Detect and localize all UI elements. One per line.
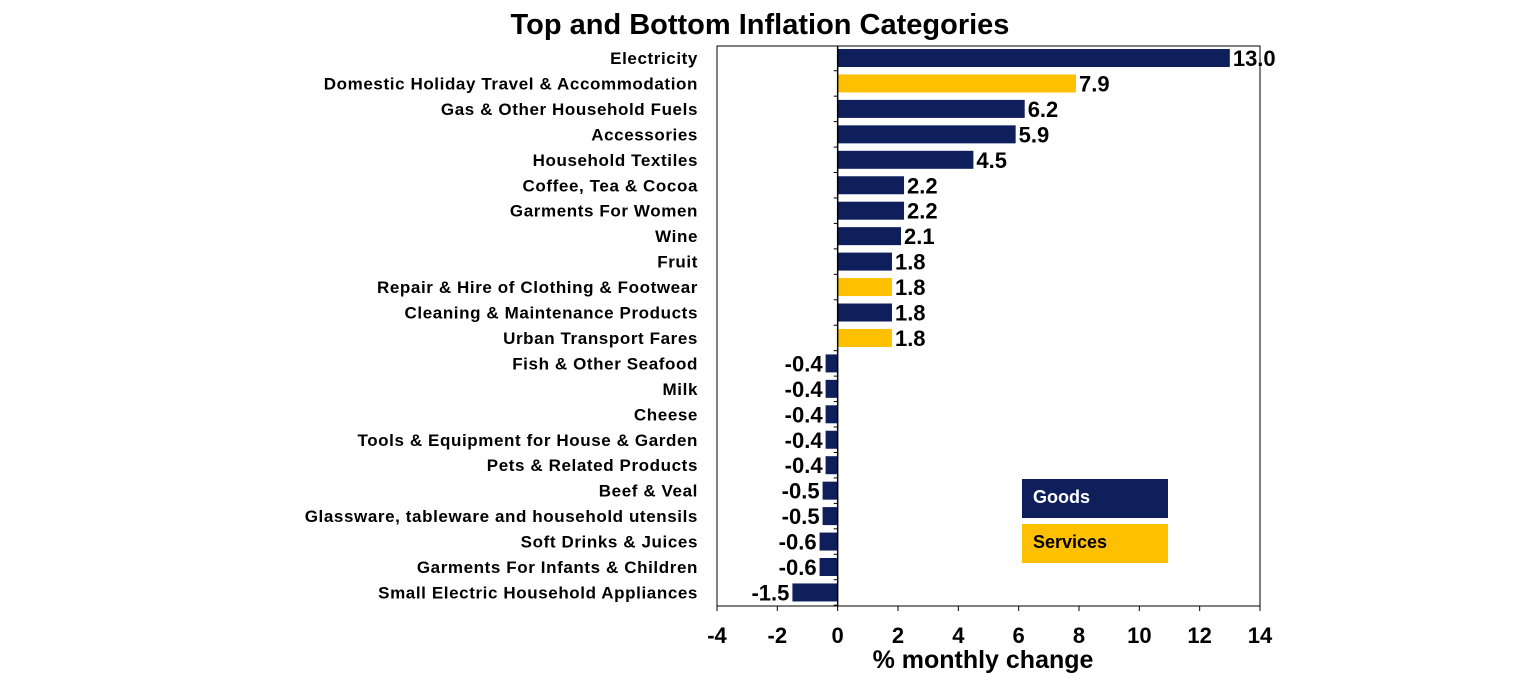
bar-gas-other-household-fuels: [837, 99, 1025, 118]
data-label-household-textiles: 4.5: [976, 148, 1007, 173]
bar-cheese: [825, 405, 838, 424]
category-label-cheese: Cheese: [634, 405, 698, 424]
data-label-repair-hire-of-clothing-footwear: 1.8: [895, 275, 926, 300]
data-label-small-electric-household-appliances: -1.5: [751, 580, 789, 605]
bar-garments-for-infants-children: [819, 558, 838, 576]
data-label-pets-related-products: -0.4: [785, 453, 824, 478]
bar-domestic-holiday-travel-accommodation: [837, 74, 1076, 93]
bar-urban-transport-fares: [837, 328, 892, 347]
bar-milk: [825, 379, 838, 398]
category-label-glassware-tableware-and-household-utensils: Glassware, tableware and household utens…: [305, 507, 698, 526]
bar-coffee-tea-cocoa: [837, 176, 905, 195]
data-label-garments-for-infants-children: -0.6: [779, 555, 817, 580]
x-tick-label: 10: [1127, 623, 1151, 648]
data-label-cheese: -0.4: [785, 402, 824, 427]
legend-label-goods: Goods: [1033, 487, 1090, 507]
x-tick-label: 0: [832, 623, 844, 648]
category-label-domestic-holiday-travel-accommodation: Domestic Holiday Travel & Accommodation: [324, 74, 698, 93]
x-axis-label: % monthly change: [873, 646, 1094, 674]
legend-swatch-services: [1022, 524, 1168, 563]
bar-fruit: [837, 252, 892, 271]
category-label-repair-hire-of-clothing-footwear: Repair & Hire of Clothing & Footwear: [377, 278, 698, 297]
data-label-wine: 2.1: [904, 224, 935, 249]
category-label-soft-drinks-juices: Soft Drinks & Juices: [521, 533, 698, 552]
data-label-gas-other-household-fuels: 6.2: [1028, 97, 1059, 122]
data-label-glassware-tableware-and-household-utensils: -0.5: [782, 504, 820, 529]
category-label-cleaning-maintenance-products: Cleaning & Maintenance Products: [405, 304, 698, 323]
x-tick-label: -2: [768, 623, 788, 648]
category-label-urban-transport-fares: Urban Transport Fares: [503, 329, 698, 348]
bar-small-electric-household-appliances: [792, 583, 838, 602]
data-label-fruit: 1.8: [895, 250, 926, 275]
category-label-wine: Wine: [655, 227, 698, 246]
bar-soft-drinks-juices: [819, 532, 838, 551]
x-tick-label: -4: [707, 623, 727, 648]
category-label-electricity: Electricity: [610, 49, 698, 68]
data-label-fish-other-seafood: -0.4: [785, 351, 824, 376]
category-label-fruit: Fruit: [657, 253, 698, 272]
category-label-garments-for-women: Garments For Women: [510, 202, 698, 221]
x-tick-label: 12: [1187, 623, 1211, 648]
data-label-tools-equipment-for-house-garden: -0.4: [785, 428, 824, 453]
bar-glassware-tableware-and-household-utensils: [822, 507, 838, 526]
category-label-small-electric-household-appliances: Small Electric Household Appliances: [378, 583, 698, 602]
data-label-milk: -0.4: [785, 377, 824, 402]
chart-title: Top and Bottom Inflation Categories: [511, 9, 1010, 41]
category-label-tools-equipment-for-house-garden: Tools & Equipment for House & Garden: [357, 431, 698, 450]
x-tick-label: 4: [952, 623, 965, 648]
data-label-accessories: 5.9: [1019, 122, 1050, 147]
legend-label-services: Services: [1033, 532, 1107, 552]
x-tick-label: 6: [1013, 623, 1025, 648]
data-label-beef-veal: -0.5: [782, 479, 820, 504]
bar-household-textiles: [837, 150, 974, 169]
bar-garments-for-women: [837, 201, 905, 220]
data-label-soft-drinks-juices: -0.6: [779, 530, 817, 555]
category-label-household-textiles: Household Textiles: [533, 151, 698, 170]
bar-electricity: [837, 49, 1230, 67]
data-label-coffee-tea-cocoa: 2.2: [907, 173, 938, 198]
bars-layer: [792, 49, 1230, 606]
bar-tools-equipment-for-house-garden: [825, 430, 838, 449]
bar-repair-hire-of-clothing-footwear: [837, 278, 892, 297]
category-label-accessories: Accessories: [591, 125, 698, 144]
bar-accessories: [837, 125, 1016, 144]
legend: Goods Services: [1022, 479, 1168, 563]
category-label-gas-other-household-fuels: Gas & Other Household Fuels: [441, 100, 698, 119]
plot-area-frame: [716, 45, 1261, 607]
x-tick-label: 2: [892, 623, 904, 648]
x-axis-ticks: -4 -2 0 2 4 6 8 10 12 14: [707, 606, 1273, 648]
category-label-coffee-tea-cocoa: Coffee, Tea & Cocoa: [523, 176, 698, 195]
bar-pets-related-products: [825, 456, 838, 475]
category-label-fish-other-seafood: Fish & Other Seafood: [512, 354, 698, 373]
bar-cleaning-maintenance-products: [837, 303, 892, 322]
category-label-beef-veal: Beef & Veal: [599, 482, 698, 501]
x-tick-label: 8: [1073, 623, 1085, 648]
labels-layer: Electricity 13.0 Domestic Holiday Travel &…: [305, 46, 1276, 605]
bar-beef-veal: [822, 481, 838, 500]
bar-fish-other-seafood: [825, 354, 838, 373]
data-label-urban-transport-fares: 1.8: [895, 326, 926, 351]
data-label-cleaning-maintenance-products: 1.8: [895, 301, 926, 326]
bar-wine: [837, 227, 902, 246]
legend-swatch-goods: [1022, 479, 1168, 518]
category-label-pets-related-products: Pets & Related Products: [487, 456, 698, 475]
x-tick-label: 14: [1248, 623, 1273, 648]
data-label-electricity: 13.0: [1233, 46, 1276, 71]
category-label-milk: Milk: [663, 380, 698, 399]
data-label-domestic-holiday-travel-accommodation: 7.9: [1079, 71, 1110, 96]
category-label-garments-for-infants-children: Garments For Infants & Children: [417, 558, 698, 577]
data-label-garments-for-women: 2.2: [907, 199, 938, 224]
